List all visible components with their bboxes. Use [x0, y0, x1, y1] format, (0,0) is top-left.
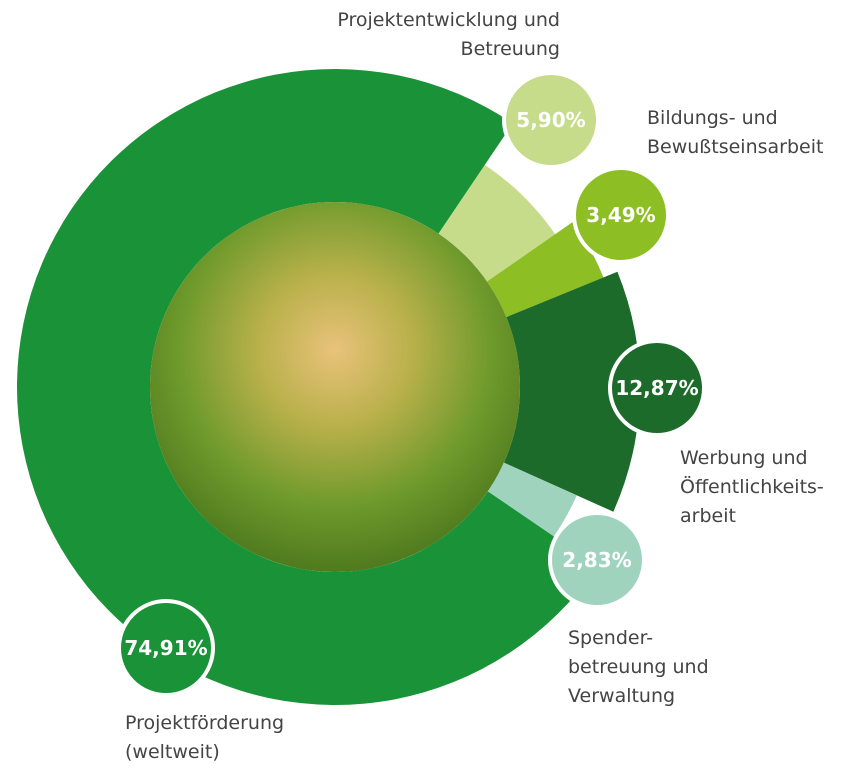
value-label: 3,49% [586, 203, 655, 227]
value-bubble [572, 166, 670, 264]
category-label: Spender- betreuung und Verwaltung [568, 627, 709, 707]
segment [503, 271, 640, 512]
value-label: 2,83% [562, 548, 631, 572]
category-label: Projektentwicklung und Betreuung [337, 9, 560, 60]
value-bubble [502, 71, 600, 169]
category-label: Bildungs- und Bewußtseinsarbeit [647, 107, 824, 158]
segment [16, 68, 598, 705]
segment [486, 221, 604, 318]
category-label: Projektförderung (weltweit) [125, 712, 285, 763]
value-bubble [608, 339, 706, 437]
value-label: 5,90% [516, 108, 585, 132]
value-bubble [548, 511, 646, 609]
value-label: 12,87% [615, 376, 698, 400]
photo [150, 202, 520, 572]
value-bubble [117, 599, 215, 697]
value-label: 74,91% [124, 636, 207, 660]
segment [487, 462, 577, 537]
segment [438, 164, 556, 282]
category-label: Werbung und Öffentlichkeits- arbeit [680, 447, 824, 527]
